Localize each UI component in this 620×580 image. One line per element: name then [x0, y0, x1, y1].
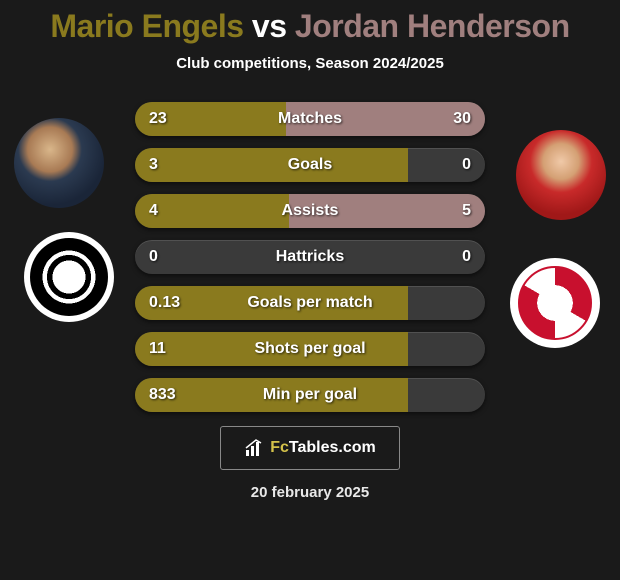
brand-text: FcTables.com: [270, 439, 376, 457]
stat-label: Assists: [135, 194, 485, 228]
player2-avatar: [516, 130, 606, 220]
subtitle: Club competitions, Season 2024/2025: [0, 55, 620, 72]
stat-value-right: 30: [453, 102, 471, 136]
brand-suffix: Tables.com: [289, 439, 376, 456]
stat-row: 23Matches30: [135, 102, 485, 136]
chart-icon: [244, 438, 264, 458]
stat-row: 11Shots per goal: [135, 332, 485, 366]
stat-value-right: 0: [462, 148, 471, 182]
footer-brand: FcTables.com: [220, 426, 400, 470]
page-title: Mario Engels vs Jordan Henderson: [0, 8, 620, 45]
stat-label: Hattricks: [135, 240, 485, 274]
stat-label: Goals per match: [135, 286, 485, 320]
player2-name: Jordan Henderson: [295, 8, 570, 44]
player1-club-badge: [24, 232, 114, 322]
stats-panel: 23Matches303Goals04Assists50Hattricks00.…: [135, 102, 485, 412]
brand-prefix: Fc: [270, 439, 289, 456]
stat-label: Matches: [135, 102, 485, 136]
stat-row: 0.13Goals per match: [135, 286, 485, 320]
stat-value-right: 5: [462, 194, 471, 228]
player1-avatar: [14, 118, 104, 208]
player2-club-badge: [510, 258, 600, 348]
stat-label: Goals: [135, 148, 485, 182]
stat-row: 3Goals0: [135, 148, 485, 182]
stat-label: Min per goal: [135, 378, 485, 412]
stat-row: 0Hattricks0: [135, 240, 485, 274]
player1-name: Mario Engels: [50, 8, 243, 44]
stat-row: 833Min per goal: [135, 378, 485, 412]
footer-date: 20 february 2025: [0, 484, 620, 501]
stat-value-right: 0: [462, 240, 471, 274]
title-vs: vs: [252, 8, 287, 44]
stat-label: Shots per goal: [135, 332, 485, 366]
stat-row: 4Assists5: [135, 194, 485, 228]
